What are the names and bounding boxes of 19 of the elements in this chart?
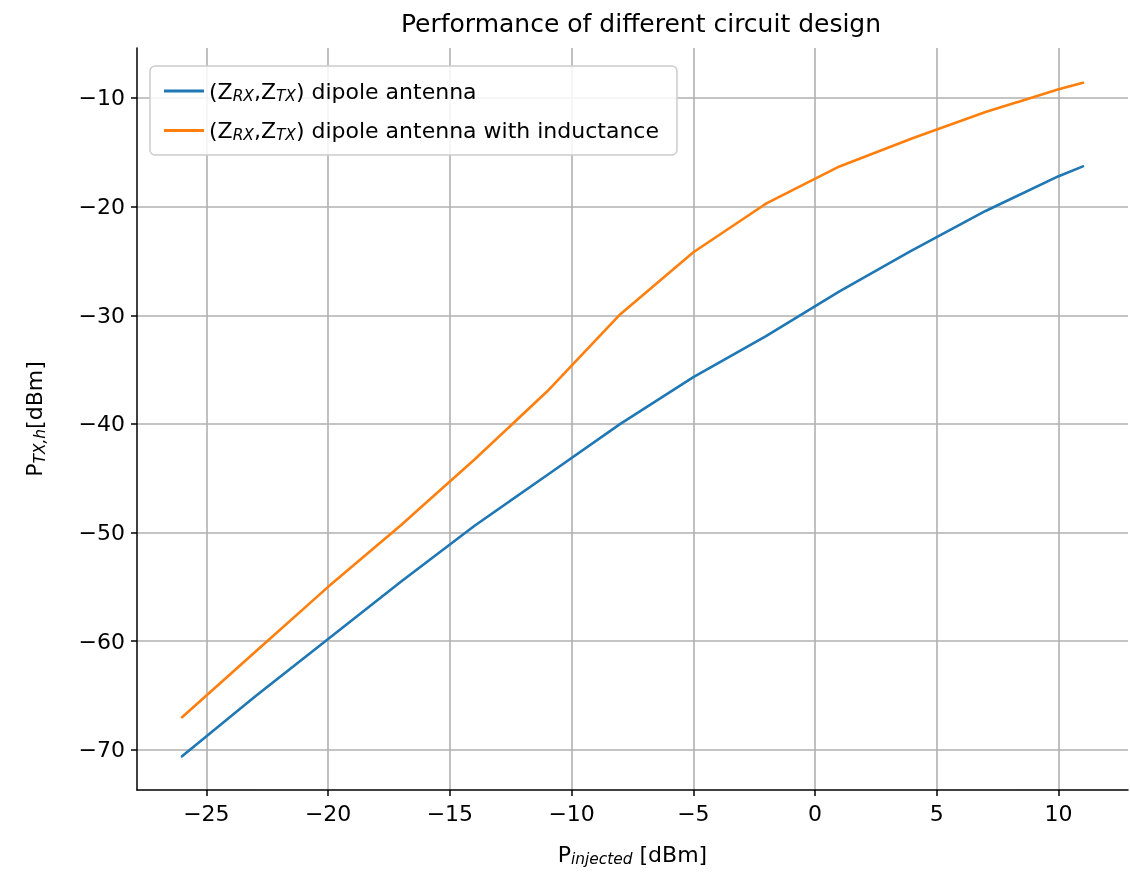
y-tick-label: −50 xyxy=(78,520,125,546)
y-tick-label: −30 xyxy=(78,302,125,328)
y-tick-label: −70 xyxy=(78,737,125,763)
x-tick-label: −20 xyxy=(304,800,352,826)
x-tick-label: 5 xyxy=(929,800,944,826)
y-tick-label: −20 xyxy=(78,194,125,220)
x-tick-label: 0 xyxy=(808,800,823,826)
x-tick-label: −10 xyxy=(548,800,595,826)
y-tick-label: −40 xyxy=(78,411,125,437)
line-series xyxy=(180,81,1085,719)
x-tick-label: −25 xyxy=(183,800,230,826)
y-tick-label: −60 xyxy=(78,628,125,654)
chart-title: Performance of different circuit design xyxy=(400,9,882,38)
x-tick-label: −15 xyxy=(426,800,474,826)
x-tick-label: 10 xyxy=(1044,800,1073,826)
line-series xyxy=(180,165,1085,758)
x-tick-label: −5 xyxy=(677,800,710,826)
y-axis-title: PTX,h[dBm] xyxy=(22,361,49,477)
y-tick-label: −10 xyxy=(78,85,125,111)
